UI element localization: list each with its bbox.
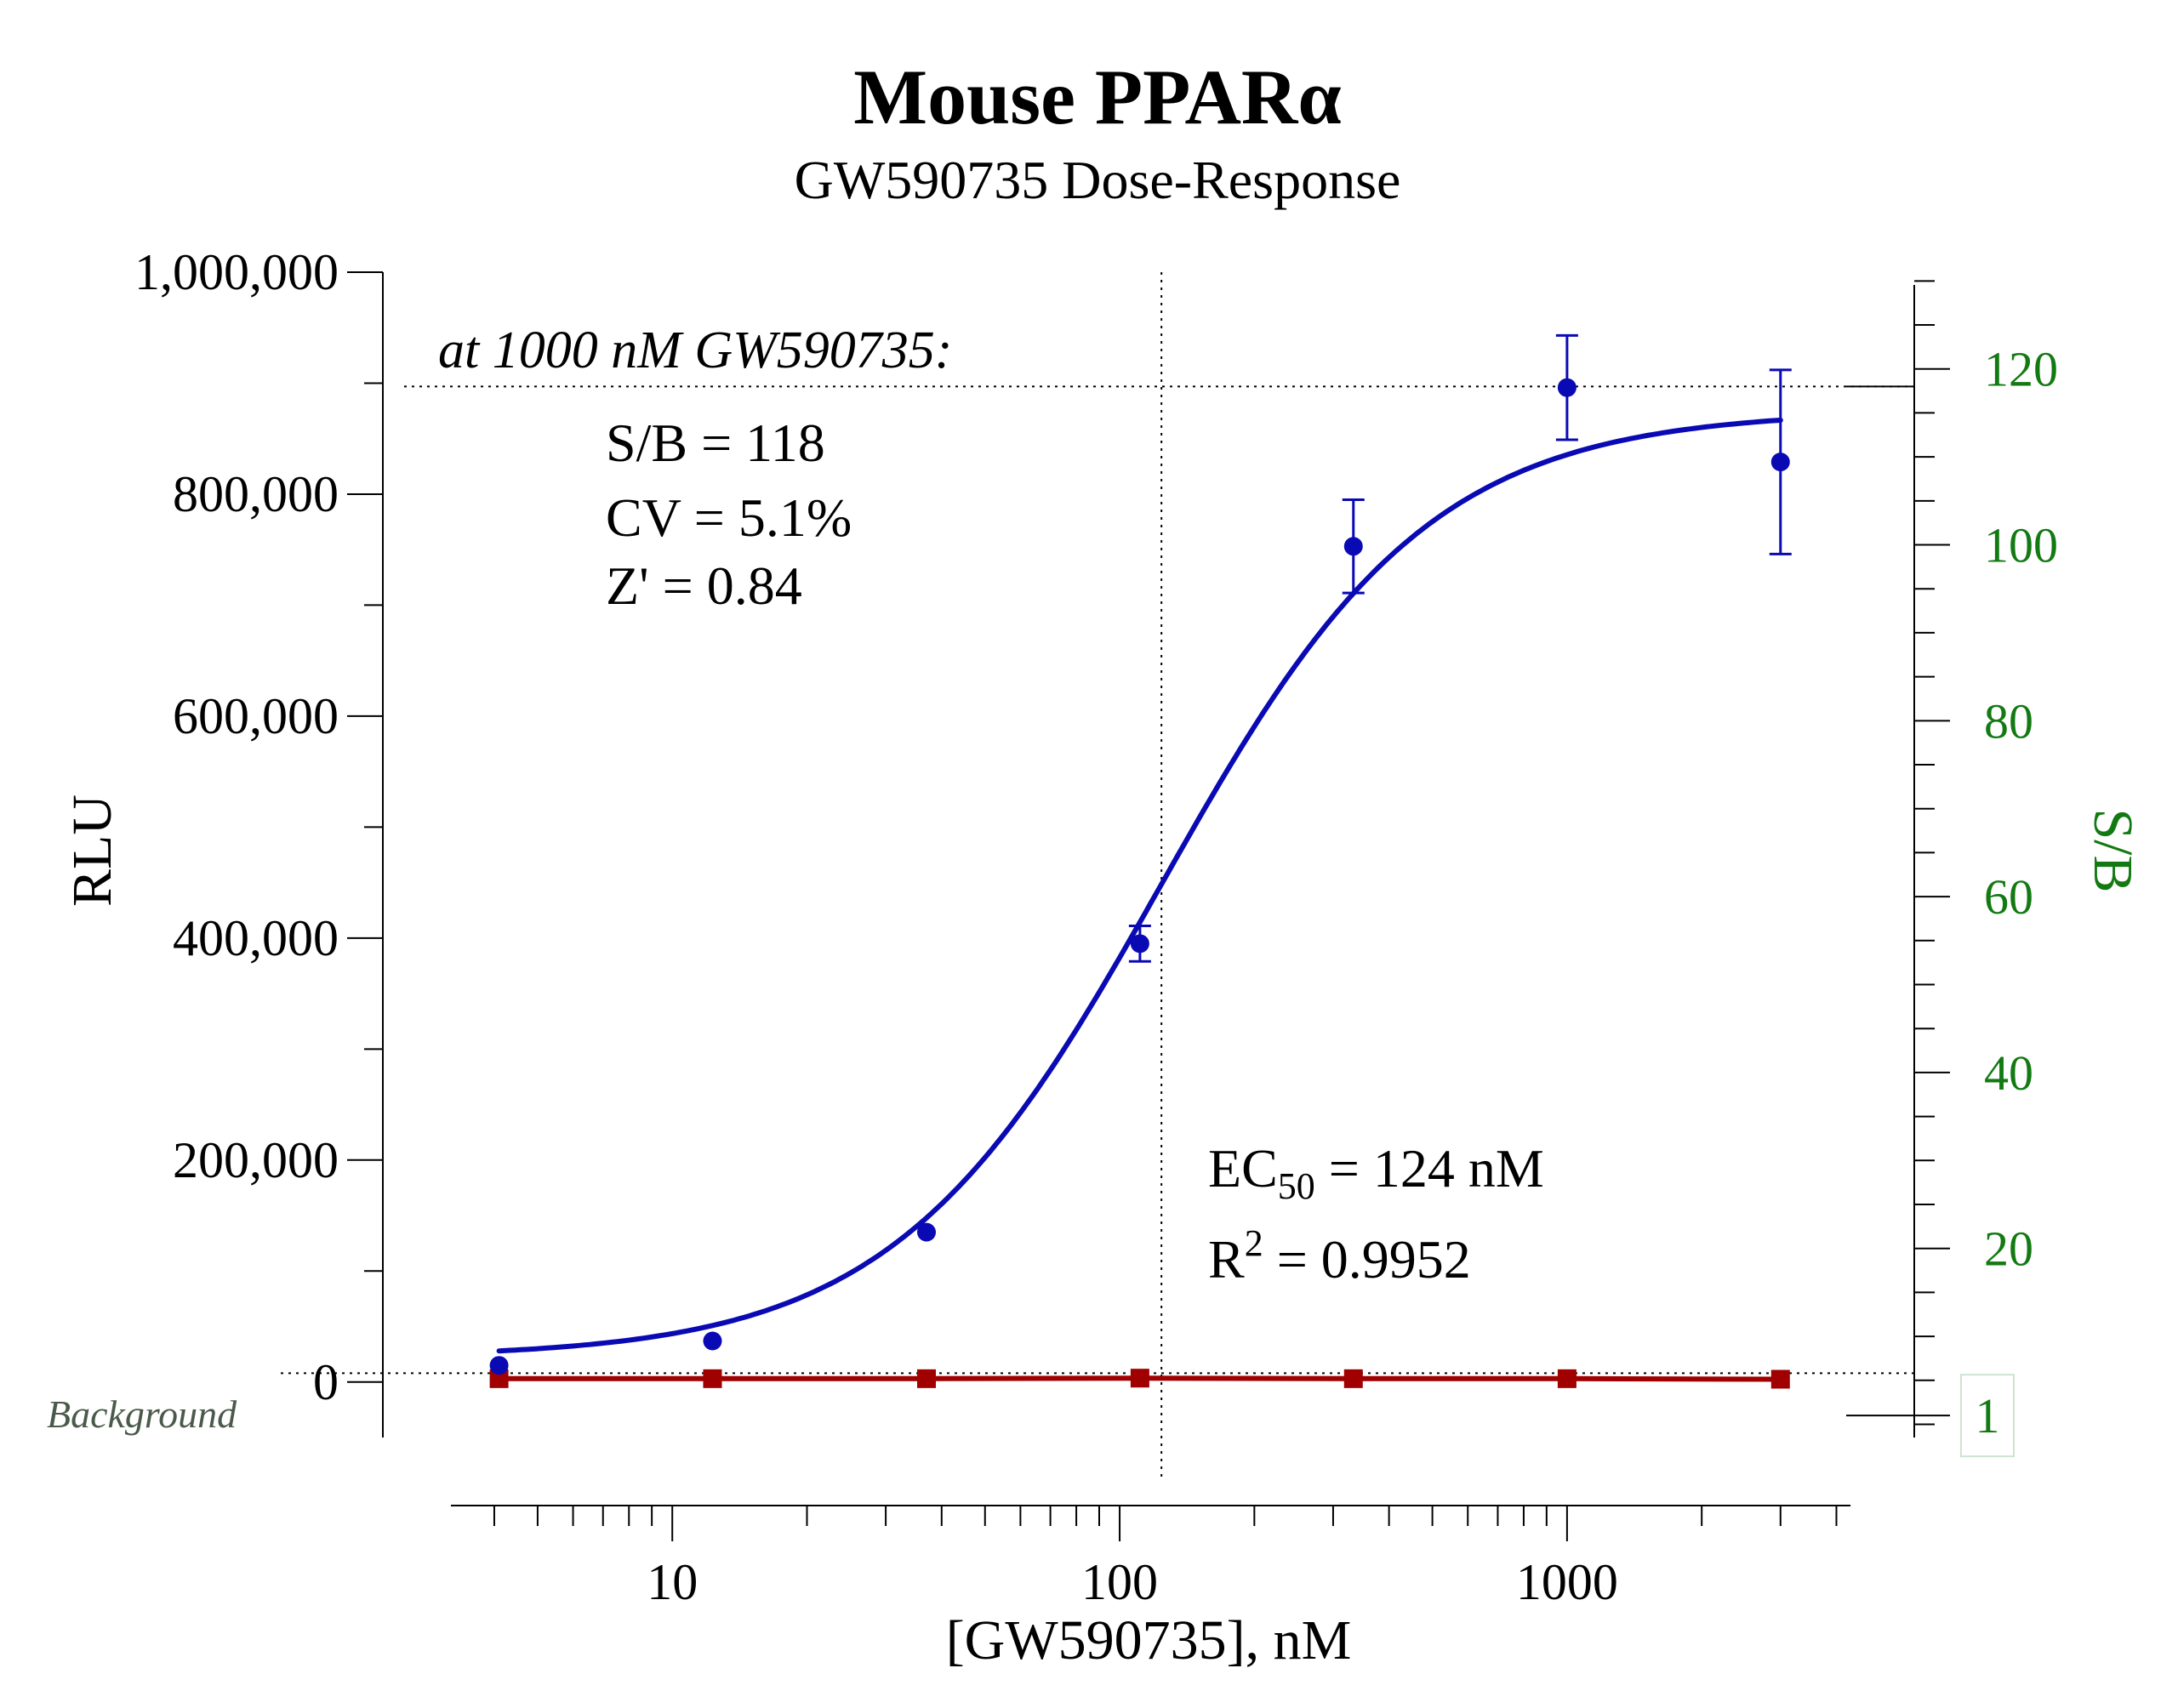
chart-subtitle: GW590735 Dose-Response <box>795 150 1401 210</box>
ec50-value: = 124 nM <box>1315 1138 1544 1198</box>
annotation-header: at 1000 nM GW590735: <box>438 322 952 379</box>
x-axis-label: [GW590735], nM <box>946 1609 1352 1671</box>
annotation-cv: CV = 5.1% <box>606 487 852 548</box>
y2-tick-label: 100 <box>1984 518 2058 573</box>
y2-marker-label: 1 <box>1976 1388 2000 1443</box>
agonist-data-point <box>703 1331 722 1351</box>
y2-tick-label: 120 <box>1984 342 2058 397</box>
y2-tick-label: 80 <box>1984 693 2033 749</box>
background-label: Background <box>47 1392 237 1436</box>
y-tick-label: 1,000,000 <box>134 244 339 300</box>
agonist-data-point <box>1557 378 1576 397</box>
agonist-data-point <box>1343 537 1363 556</box>
annotation-z-prime: Z' = 0.84 <box>606 555 802 616</box>
background-data-point <box>1557 1369 1576 1388</box>
annotation-sb: S/B = 118 <box>606 413 825 473</box>
y-tick-label: 800,000 <box>173 466 339 522</box>
y-axis-label: RLU <box>61 794 123 907</box>
y2-tick-label: 40 <box>1984 1045 2033 1101</box>
x-tick-label: 10 <box>647 1554 698 1610</box>
chart-title: Mouse PPARα <box>853 54 1341 140</box>
background-data-point <box>1343 1369 1363 1388</box>
y-tick-label: 0 <box>313 1354 339 1410</box>
r2-superscript: 2 <box>1245 1222 1263 1264</box>
agonist-data-point <box>489 1356 509 1375</box>
x-tick-label: 1000 <box>1516 1554 1618 1610</box>
background-data-point <box>1130 1369 1149 1388</box>
fit-curve <box>496 418 1783 1354</box>
agonist-data-point <box>1770 453 1790 472</box>
y-tick-label: 400,000 <box>173 910 339 966</box>
ec50-annotation: EC50 = 124 nM <box>1208 1138 1544 1207</box>
y2-tick-label: 20 <box>1984 1221 2033 1277</box>
y2-axis-label: S/B <box>2082 808 2144 892</box>
agonist-data-point <box>916 1222 936 1242</box>
r2-label: R <box>1208 1229 1245 1290</box>
ec50-label: EC <box>1208 1138 1278 1198</box>
x-tick-label: 100 <box>1081 1554 1158 1610</box>
background-data-point <box>489 1369 509 1388</box>
y-tick-label: 600,000 <box>173 688 339 744</box>
ec50-subscript: 50 <box>1278 1165 1315 1207</box>
y2-marker-box <box>1960 1374 2015 1458</box>
y-tick-label: 200,000 <box>173 1132 339 1188</box>
agonist-data-point <box>1130 934 1149 954</box>
background-data-point <box>916 1369 936 1388</box>
r2-value: = 0.9952 <box>1263 1229 1471 1290</box>
background-data-point <box>703 1369 722 1388</box>
y2-tick-label: 60 <box>1984 869 2033 925</box>
background-data-point <box>1770 1369 1790 1389</box>
r2-annotation: R2 = 0.9952 <box>1208 1222 1471 1290</box>
